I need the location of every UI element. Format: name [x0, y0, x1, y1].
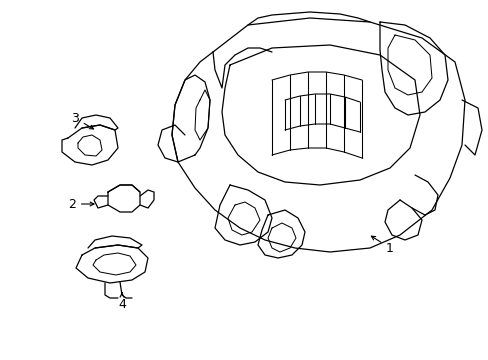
Text: 1: 1 — [370, 236, 393, 255]
Text: 3: 3 — [71, 112, 93, 129]
Text: 4: 4 — [118, 293, 126, 311]
Text: 2: 2 — [68, 198, 94, 211]
